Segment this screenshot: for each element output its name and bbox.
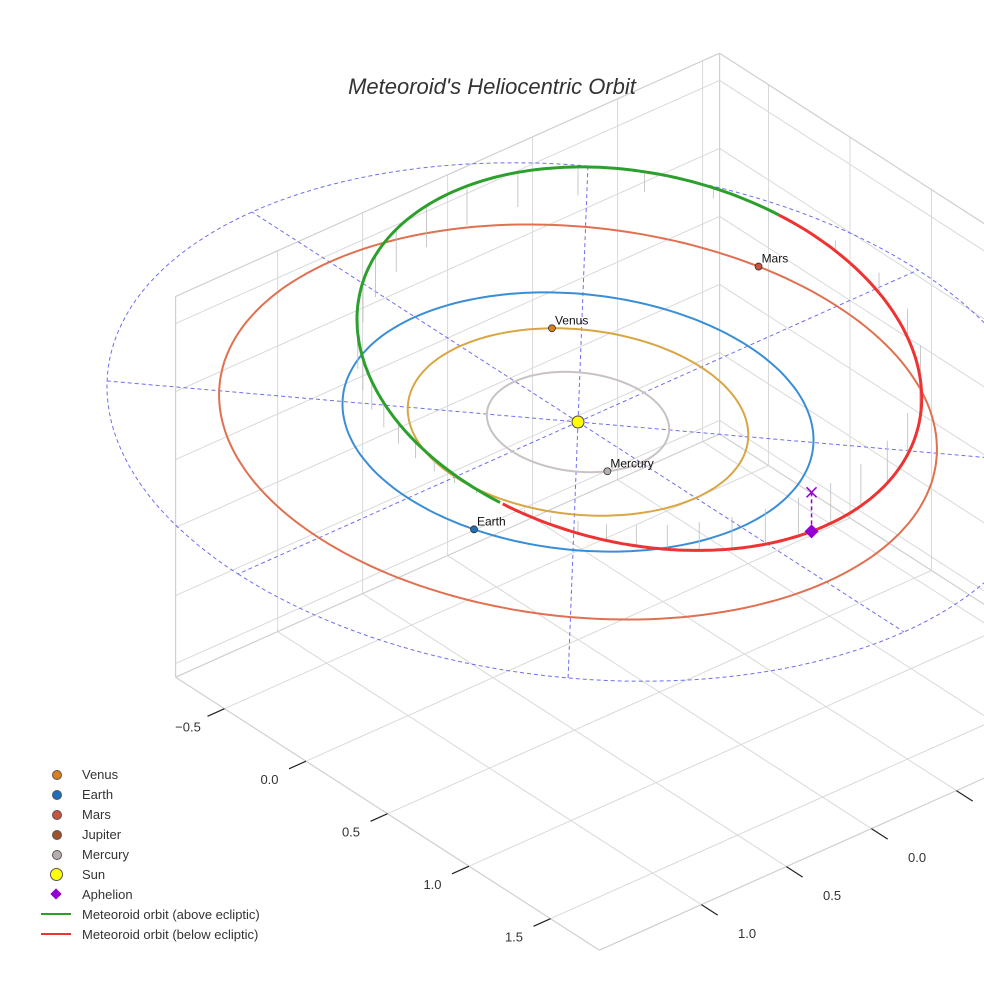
legend-item: Meteoroid orbit (below ecliptic) <box>38 924 260 944</box>
reference-radial-line <box>251 211 579 423</box>
floor-grid-line <box>387 570 932 815</box>
legend-marker <box>38 804 78 824</box>
legend-marker <box>38 824 78 844</box>
legend-item: Venus <box>38 764 260 784</box>
legend-label: Venus <box>82 766 119 782</box>
floor-grid-line <box>702 441 984 624</box>
floor-grid-line <box>550 724 984 920</box>
planet-earth-label: Earth <box>477 514 506 528</box>
legend-item: Mercury <box>38 844 260 864</box>
pane-edge <box>175 433 720 678</box>
legend-label: Sun <box>82 866 106 882</box>
planet-earth-marker <box>470 525 478 534</box>
legend-label: Jupiter <box>82 826 122 842</box>
floor-grid-line <box>468 635 984 867</box>
orbit-mars <box>218 223 938 621</box>
pane-edge <box>175 52 720 297</box>
x-tick-label: 1.0 <box>738 926 756 941</box>
wall-grid-line <box>175 419 720 665</box>
pane-edge <box>599 777 984 951</box>
legend-marker <box>38 904 78 924</box>
sun-marker <box>571 415 585 429</box>
meteoroid-orbit-above <box>355 165 780 504</box>
x-tick-label: 0.0 <box>908 850 926 865</box>
legend-label: Aphelion <box>82 886 133 902</box>
reference-ring <box>106 162 984 682</box>
planet-mercury-label: Mercury <box>610 456 653 470</box>
pane-edges <box>175 52 984 951</box>
legend: Venus Earth Mars Jupiter Mercury Sun Aphelion M… <box>38 764 260 944</box>
orbit-venus <box>406 327 750 517</box>
floor-grid-line <box>305 517 851 762</box>
legend-label: Meteoroid orbit (below ecliptic) <box>82 926 259 942</box>
meteoroid-orbit-below <box>502 213 924 552</box>
floor-grid-line <box>224 465 769 710</box>
y-tick-label: 1.5 <box>505 930 523 945</box>
legend-label: Earth <box>82 786 114 802</box>
reference-radial-line <box>577 269 919 423</box>
chart-title: Meteoroid's Heliocentric Orbit <box>348 74 636 99</box>
grid <box>175 60 984 920</box>
wall-grid-line <box>719 147 984 320</box>
legend-item: Earth <box>38 784 260 804</box>
wall-grid-line <box>175 351 720 597</box>
legend-item: Mars <box>38 804 260 824</box>
wall-grid-line <box>719 215 984 388</box>
reference-radial-line <box>577 421 984 458</box>
y-tick <box>533 918 551 927</box>
reference-radial-line <box>577 421 905 633</box>
planet-mars-marker <box>754 262 763 271</box>
legend-marker <box>38 864 78 884</box>
pane-edge <box>719 433 984 606</box>
x-tick-label: 0.5 <box>823 888 841 903</box>
aphelion-projection-marker <box>806 486 818 498</box>
legend-label: Meteoroid orbit (above ecliptic) <box>82 906 260 922</box>
pane-edge <box>719 52 984 225</box>
orbit-mercury <box>485 370 671 474</box>
x-tick <box>956 790 974 802</box>
wall-grid-line <box>719 419 984 592</box>
orbit-earth <box>341 291 815 553</box>
legend-marker <box>38 784 78 804</box>
y-tick-label: 0.5 <box>342 825 360 840</box>
reference-grid <box>106 162 984 682</box>
y-tick-label: 0.0 <box>260 772 278 787</box>
reference-radial-line <box>237 421 579 575</box>
planet-venus-label: Venus <box>555 313 588 327</box>
wall-grid-line <box>719 351 984 524</box>
wall-grid-line <box>719 283 984 456</box>
y-tick-label: −0.5 <box>175 720 201 735</box>
legend-label: Mercury <box>82 846 129 862</box>
legend-item: Aphelion <box>38 884 260 904</box>
x-tick <box>701 904 719 916</box>
ticks <box>207 708 974 927</box>
aphelion-marker <box>804 524 819 539</box>
legend-marker <box>38 924 78 944</box>
y-tick-label: 1.0 <box>423 877 441 892</box>
y-tick <box>370 813 388 822</box>
reference-radial-line <box>107 380 579 423</box>
y-tick <box>207 708 225 717</box>
wall-grid-line <box>175 79 720 325</box>
x-tick <box>786 866 804 878</box>
legend-marker <box>38 764 78 784</box>
legend-item: Sun <box>38 864 260 884</box>
y-tick <box>451 865 470 875</box>
x-tick <box>871 828 889 840</box>
planet-mars-label: Mars <box>762 252 789 266</box>
y-tick <box>288 760 307 770</box>
legend-marker <box>38 844 78 864</box>
legend-item: Jupiter <box>38 824 260 844</box>
wall-grid-line <box>719 79 984 252</box>
legend-marker <box>38 884 78 904</box>
wall-grid-line <box>175 283 720 529</box>
planet-mercury-marker <box>603 467 612 476</box>
floor-grid-line <box>617 479 984 717</box>
legend-label: Mars <box>82 806 111 822</box>
planet-venus-marker <box>548 324 556 333</box>
legend-item: Meteoroid orbit (above ecliptic) <box>38 904 260 924</box>
wall-grid-line <box>175 147 720 393</box>
